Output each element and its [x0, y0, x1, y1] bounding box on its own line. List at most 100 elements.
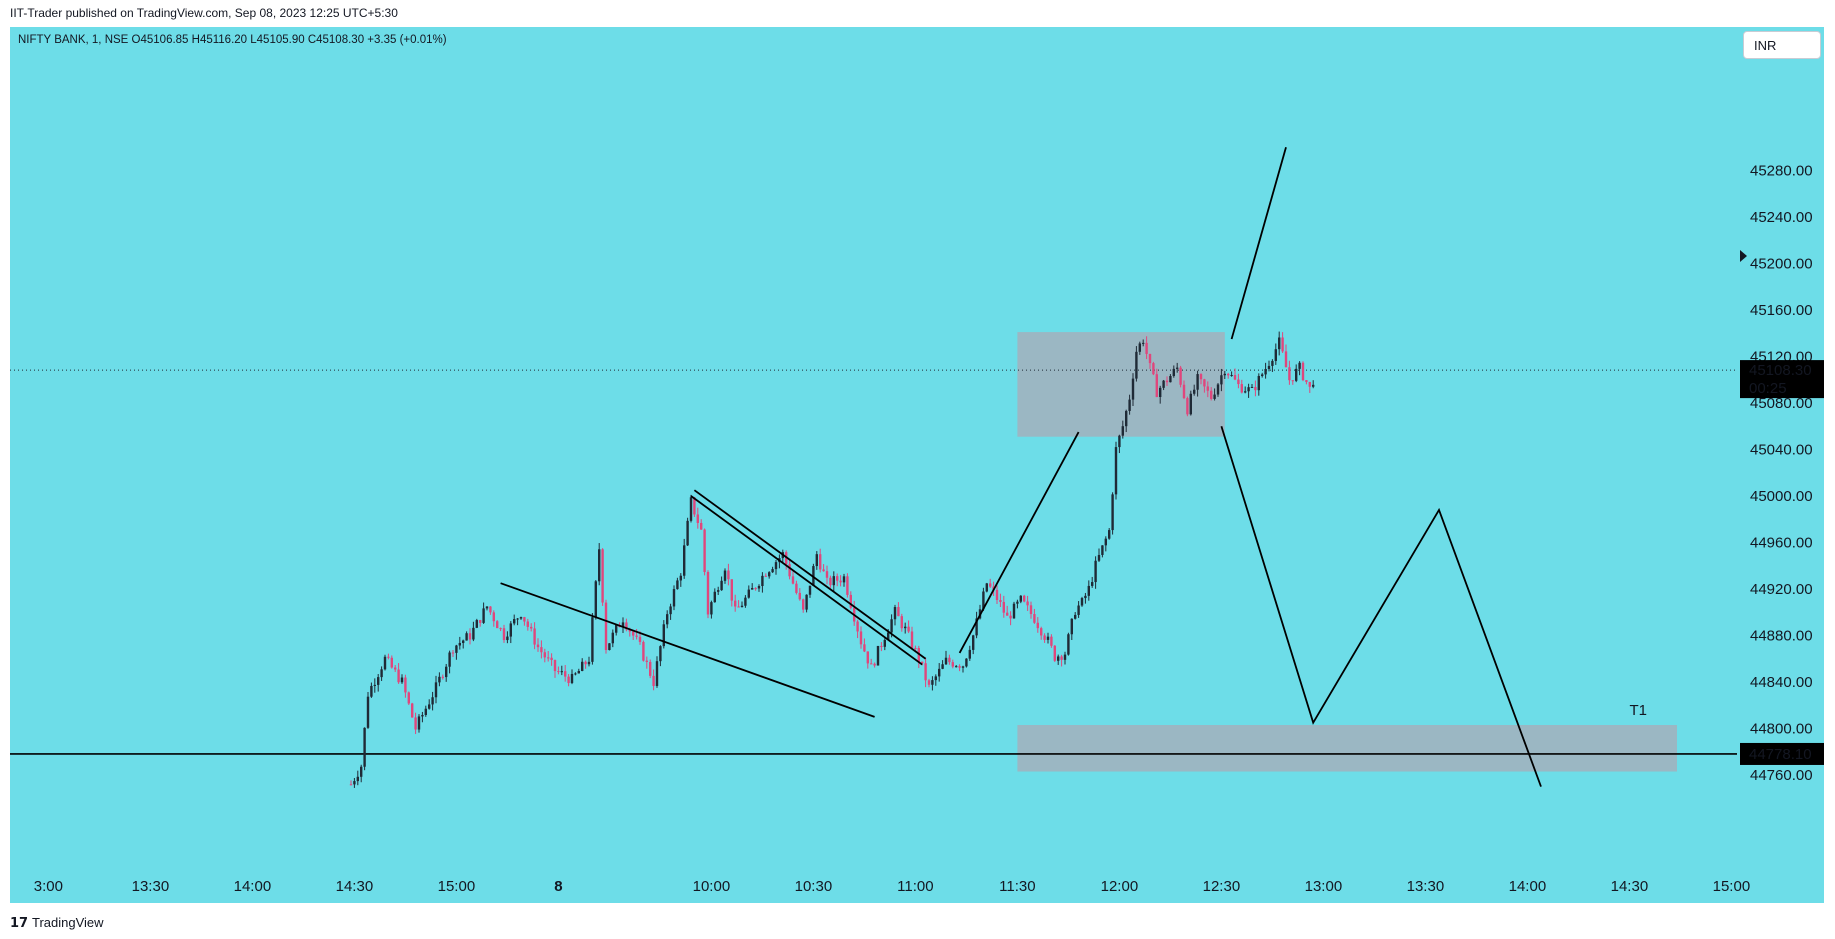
candle-body [519, 617, 523, 619]
candle-body [387, 656, 390, 658]
candle-body [791, 576, 795, 584]
candle-body [523, 617, 526, 622]
candle-body [655, 661, 659, 686]
price-tick-label: 44800.00 [1750, 721, 1813, 738]
candle-body [560, 671, 563, 673]
candle-body [887, 632, 890, 640]
candle-body [666, 614, 669, 625]
candle-body [1057, 656, 1060, 661]
candle-body [373, 684, 376, 686]
candle-body [366, 696, 370, 728]
price-tick-label: 45040.00 [1750, 442, 1813, 459]
time-tick-label: 13:30 [132, 878, 170, 895]
candle-body [601, 549, 604, 603]
candle-body [859, 631, 863, 645]
candle-body [370, 685, 373, 697]
candle-body [621, 622, 625, 628]
target-zone [1017, 725, 1677, 772]
footer-brand[interactable]: TradingView [32, 915, 104, 930]
candle-body [380, 669, 383, 678]
candle-body [356, 776, 359, 782]
candle-body [1077, 605, 1080, 615]
candle-body [972, 635, 975, 650]
candle-body [1169, 376, 1172, 383]
candle-body [1101, 545, 1104, 555]
candle-body [1237, 379, 1240, 385]
consolidation-zone [1017, 332, 1225, 437]
candle-body [1104, 538, 1107, 546]
candle-body [604, 602, 608, 651]
candle-body [536, 644, 540, 648]
candle-body [1131, 378, 1135, 400]
candle-body [421, 714, 424, 717]
candle-body [689, 497, 693, 521]
candle-body [717, 590, 720, 592]
candle-body [1118, 435, 1121, 448]
candle-body [1247, 387, 1250, 392]
candle-body [961, 666, 965, 668]
time-tick-label: 3:00 [34, 878, 63, 895]
candlestick-chart[interactable]: T145280.0045240.0045200.0045160.0045120.… [0, 0, 1835, 903]
candle-body [1305, 380, 1308, 382]
time-tick-label: 14:30 [336, 878, 374, 895]
publish-header: IIT-Trader published on TradingView.com,… [0, 0, 1835, 27]
candle-body [941, 664, 944, 669]
candle-body [958, 666, 961, 668]
candle-body [574, 673, 577, 675]
candle-body [795, 583, 798, 593]
candle-body [499, 628, 502, 630]
candle-body [846, 576, 849, 595]
candle-body [1233, 375, 1237, 380]
candle-body [1274, 349, 1277, 361]
candle-body [1206, 386, 1209, 391]
candle-body [1193, 389, 1196, 394]
candle-body [1301, 362, 1305, 381]
candle-body [404, 677, 407, 693]
candle-body [955, 666, 958, 668]
candle-body [417, 716, 421, 730]
tradingview-logo-icon[interactable]: 𝟭𝟳 [10, 915, 29, 930]
candle-body [509, 623, 512, 637]
candle-body [445, 666, 448, 678]
scroll-right-arrow-icon[interactable] [1740, 250, 1747, 262]
candle-body [1230, 375, 1233, 377]
candle-body [1152, 363, 1155, 375]
time-tick-label: 13:30 [1407, 878, 1445, 895]
candle-body [1145, 342, 1148, 354]
candle-body [377, 677, 380, 685]
candle-body [632, 631, 635, 636]
candle-body [951, 662, 954, 667]
candle-body [400, 677, 404, 683]
candle-body [516, 618, 519, 620]
candle-body [1097, 554, 1101, 561]
currency-button[interactable]: INR [1743, 31, 1821, 59]
projection-up-line [1230, 147, 1287, 340]
candle-body [737, 606, 740, 608]
candle-body [747, 589, 750, 598]
candle-body [975, 618, 978, 636]
candle-body [893, 607, 897, 620]
candle-body [407, 692, 410, 704]
candle-body [934, 676, 937, 681]
candle-body [587, 661, 591, 665]
candle-body [557, 671, 560, 673]
breakout-line [958, 431, 1080, 654]
candle-body [754, 588, 757, 590]
price-tick-label: 45080.00 [1750, 395, 1813, 412]
candle-body [462, 640, 465, 643]
candle-body [907, 626, 910, 632]
candle-body [1029, 605, 1033, 615]
candle-body [530, 626, 533, 629]
candle-body [1179, 367, 1182, 385]
candle-body [730, 579, 733, 601]
candle-body [363, 727, 366, 767]
candle-body [1108, 530, 1111, 539]
candle-body [485, 606, 489, 609]
time-tick-label: 13:00 [1305, 878, 1343, 895]
candle-body [1036, 622, 1039, 629]
candle-body [713, 591, 716, 603]
candle-body [397, 669, 400, 683]
candle-body [873, 663, 876, 666]
candle-body [1213, 394, 1216, 399]
candle-body [751, 588, 754, 590]
